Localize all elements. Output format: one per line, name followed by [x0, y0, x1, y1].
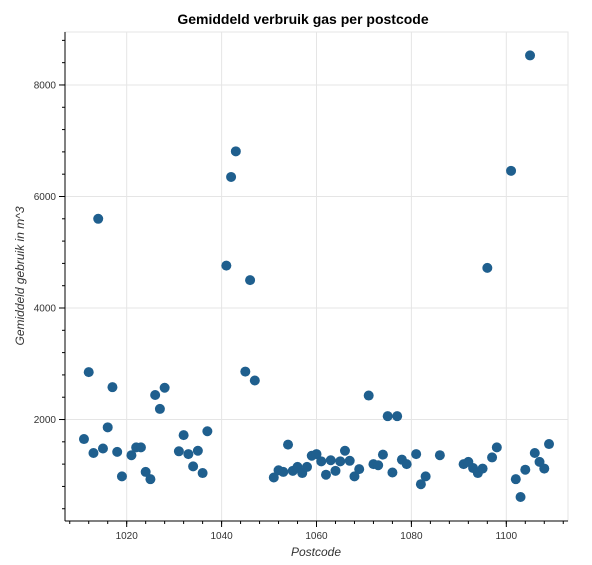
y-tick-label: 2000	[34, 415, 57, 426]
data-point	[107, 382, 118, 393]
y-axis-label: Gemiddeld gebruik in m^3	[13, 206, 27, 345]
data-point	[197, 468, 208, 479]
data-point	[221, 260, 232, 271]
data-point	[411, 449, 422, 460]
data-point	[88, 447, 99, 458]
data-point	[135, 442, 146, 453]
data-point	[415, 479, 426, 490]
data-point	[330, 465, 341, 476]
data-point	[192, 445, 203, 456]
x-tick-label: 1080	[400, 531, 423, 542]
data-point	[529, 447, 540, 458]
data-point	[97, 443, 108, 454]
data-point	[93, 213, 104, 224]
x-axis-label: Postcode	[291, 545, 341, 559]
data-point	[226, 171, 237, 182]
data-point	[112, 446, 123, 457]
data-point	[188, 461, 199, 472]
data-point	[387, 467, 398, 478]
x-tick-label: 1060	[305, 531, 328, 542]
data-point	[145, 474, 156, 485]
data-point	[377, 449, 388, 460]
data-point	[154, 403, 165, 414]
data-point	[491, 442, 502, 453]
data-point	[268, 472, 279, 483]
axis-layer: 1020 1040 1060 1080 1100 2000 4000 6000 8000	[34, 32, 568, 542]
data-point	[178, 430, 189, 441]
data-point	[344, 455, 355, 466]
data-point	[539, 463, 550, 474]
data-point	[150, 389, 161, 400]
y-tick-label: 8000	[34, 80, 57, 91]
chart-title: Gemiddeld verbruik gas per postcode	[177, 11, 429, 27]
y-tick-label: 6000	[34, 192, 57, 203]
data-point	[434, 450, 445, 461]
data-point	[544, 439, 555, 450]
data-point	[420, 471, 431, 482]
data-point	[487, 452, 498, 463]
data-point	[230, 146, 241, 157]
data-point	[477, 463, 488, 474]
data-point	[245, 275, 256, 286]
data-point	[339, 445, 350, 456]
data-point	[202, 426, 213, 437]
x-tick-label: 1100	[496, 531, 518, 542]
data-point	[392, 411, 403, 422]
data-point	[349, 471, 360, 482]
data-point	[83, 367, 94, 378]
data-point	[249, 375, 260, 386]
data-point	[354, 464, 365, 475]
data-point	[240, 366, 251, 377]
data-point	[335, 456, 346, 467]
data-point	[506, 165, 517, 176]
data-point	[126, 450, 137, 461]
grid-layer	[65, 32, 568, 521]
x-tick-label: 1020	[116, 531, 139, 542]
data-points	[78, 50, 555, 503]
data-point	[382, 411, 393, 422]
data-point	[173, 446, 184, 457]
data-point	[520, 464, 531, 475]
data-point	[515, 492, 526, 503]
data-point	[373, 460, 384, 471]
data-point	[316, 456, 327, 467]
data-point	[283, 439, 294, 450]
data-point	[102, 422, 113, 433]
y-tick-label: 4000	[34, 304, 57, 315]
data-point	[482, 262, 493, 273]
data-point	[525, 50, 536, 61]
x-tick-label: 1040	[210, 531, 233, 542]
data-point	[78, 434, 89, 445]
data-point	[401, 459, 412, 470]
data-point	[320, 469, 331, 480]
data-point	[311, 449, 322, 460]
data-point	[278, 466, 289, 477]
data-point	[183, 449, 194, 460]
data-point	[302, 461, 313, 472]
data-point	[159, 382, 170, 393]
data-point	[116, 471, 127, 482]
data-point	[140, 466, 151, 477]
data-point	[510, 474, 521, 485]
data-point	[363, 390, 374, 401]
data-point	[325, 455, 336, 466]
